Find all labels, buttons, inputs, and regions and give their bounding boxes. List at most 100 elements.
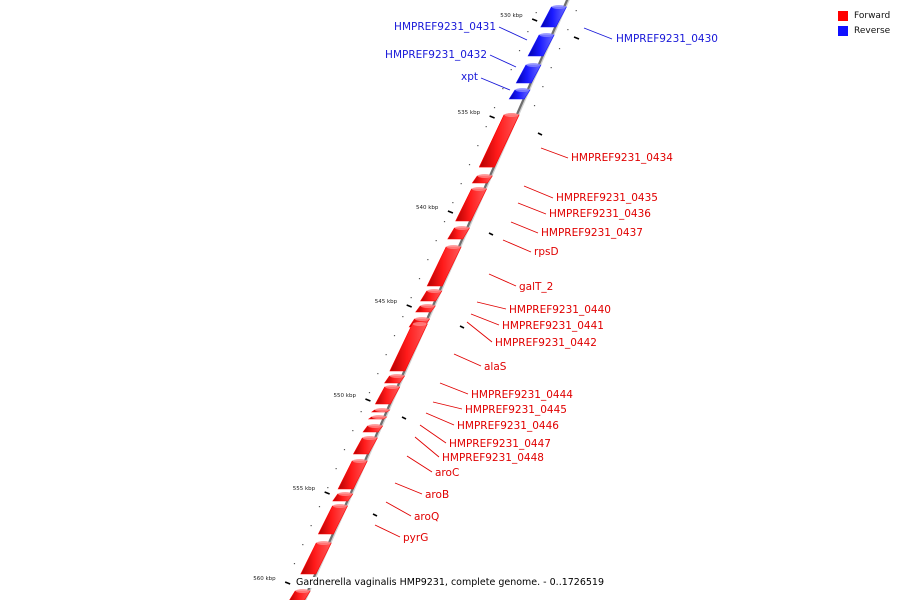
- leader-line: [523, 185, 554, 199]
- minor-tick-dot: [575, 10, 577, 12]
- scale-tick-label: 540 kbp: [416, 205, 439, 211]
- minor-tick-dot: [485, 126, 487, 128]
- gene-label: alaS: [484, 361, 507, 373]
- minor-tick-dot: [502, 88, 504, 90]
- minor-tick-dot: [402, 316, 404, 318]
- legend-item-forward: Forward: [838, 8, 898, 23]
- gene-label: HMPREF9231_0441: [502, 320, 604, 332]
- minor-tick-dot: [360, 411, 362, 413]
- gene-label: galT_2: [519, 281, 553, 293]
- minor-tick-dot: [558, 48, 561, 50]
- label-leader-lines: [374, 26, 613, 538]
- gene-feature-pyrG: [317, 505, 348, 535]
- gene-label: aroC: [435, 467, 459, 479]
- minor-tick-dot: [343, 449, 346, 451]
- gene-feature-cap: [352, 459, 367, 463]
- minor-tick-dot: [377, 373, 379, 375]
- minor-tick-dot: [327, 487, 329, 489]
- gene-label: pyrG: [403, 532, 428, 544]
- gene-feature-cap: [454, 226, 469, 230]
- scale-tick-label: 530 kbp: [500, 13, 523, 19]
- legend-forward-label: Forward: [854, 10, 891, 21]
- gene-label: rpsD: [534, 246, 559, 258]
- leader-line: [439, 382, 469, 395]
- gene-feature-cap: [385, 385, 400, 389]
- scale-tick-mark: [489, 115, 495, 119]
- gene-features: [289, 5, 567, 600]
- feature-tick-mark: [573, 36, 580, 40]
- minor-tick-dot: [310, 525, 312, 527]
- gene-feature-cap: [368, 424, 383, 428]
- minor-tick-dot: [550, 67, 552, 69]
- minor-tick-dot: [410, 297, 412, 299]
- minor-tick-dot: [533, 105, 536, 107]
- leader-line: [385, 501, 412, 517]
- leader-line: [466, 321, 493, 343]
- gene-label: aroQ: [414, 511, 439, 523]
- minor-tick-dots: [285, 10, 580, 584]
- minor-tick-dot: [468, 164, 471, 166]
- leader-line: [480, 77, 511, 91]
- leader-line: [406, 455, 433, 473]
- backbone-shadow: [304, 0, 570, 600]
- gene-feature-cap: [332, 504, 347, 508]
- gene-feature-cap: [414, 317, 429, 321]
- scale-tick-mark: [324, 491, 330, 495]
- gene-feature-galT_2: [426, 246, 462, 287]
- leader-line: [419, 424, 447, 444]
- scale-tick-label: 535 kbp: [458, 110, 481, 116]
- leader-line: [540, 147, 569, 159]
- gene-label: HMPREF9231_0436: [549, 208, 651, 220]
- leader-line: [414, 436, 440, 458]
- genome-caption: Gardnerella vaginalis HMP9231, complete …: [0, 577, 900, 588]
- minor-tick-dot: [293, 563, 296, 565]
- gene-feature-cap: [338, 492, 353, 496]
- scale-tick-label: 545 kbp: [375, 299, 398, 305]
- leader-line: [432, 401, 463, 410]
- legend-item-reverse: Reverse: [838, 23, 898, 38]
- forward-swatch: [838, 10, 848, 21]
- leader-line: [498, 26, 528, 41]
- gene-feature-cap: [316, 541, 331, 545]
- gene-label: HMPREF9231_0440: [509, 304, 611, 316]
- minor-tick-dot: [443, 221, 446, 223]
- gene-label: HMPREF9231_0445: [465, 404, 567, 416]
- feature-tick-mark: [459, 325, 465, 329]
- gene-label: HMPREF9231_0448: [442, 452, 544, 464]
- feature-tick-mark: [488, 232, 494, 236]
- minor-tick-dot: [527, 31, 529, 33]
- gene-feature-unlabelled: [300, 542, 332, 575]
- minor-tick-dot: [393, 335, 396, 337]
- scale-tick-label: 560 kbp: [253, 576, 276, 582]
- minor-tick-dot: [335, 468, 337, 470]
- gene-label: HMPREF9231_0446: [457, 420, 559, 432]
- minor-tick-dot: [477, 145, 479, 147]
- gene-feature-cap: [472, 187, 487, 191]
- scale-tick-mark: [447, 210, 454, 214]
- gene-label: HMPREF9231_0442: [495, 337, 597, 349]
- gene-feature-cap: [389, 374, 404, 378]
- gene-feature-cap: [412, 322, 427, 326]
- minor-tick-dot: [452, 202, 454, 204]
- gene-label: HMPREF9231_0447: [449, 438, 551, 450]
- feature-tick-mark: [401, 416, 407, 420]
- gene-feature-cap: [539, 33, 554, 37]
- gene-feature-cap: [427, 289, 442, 293]
- scale-tick-mark: [406, 304, 412, 308]
- leader-line: [374, 524, 401, 538]
- gene-feature-cap: [420, 304, 435, 308]
- feature-tick-mark: [537, 132, 543, 136]
- gene-feature-cap: [504, 113, 519, 117]
- gene-feature-HMPREF9231_0437: [455, 188, 487, 222]
- scale-tick-mark: [365, 398, 371, 402]
- minor-tick-dot: [352, 430, 354, 432]
- scale-tick-mark: [531, 18, 538, 22]
- leader-line: [470, 313, 500, 326]
- gene-feature-HMPREF9231_0431: [527, 34, 555, 57]
- leader-line: [453, 353, 482, 367]
- legend: Forward Reverse: [838, 8, 898, 38]
- feature-tick-mark: [372, 513, 378, 517]
- gene-feature-cap: [446, 245, 461, 249]
- minor-tick-dot: [460, 183, 462, 185]
